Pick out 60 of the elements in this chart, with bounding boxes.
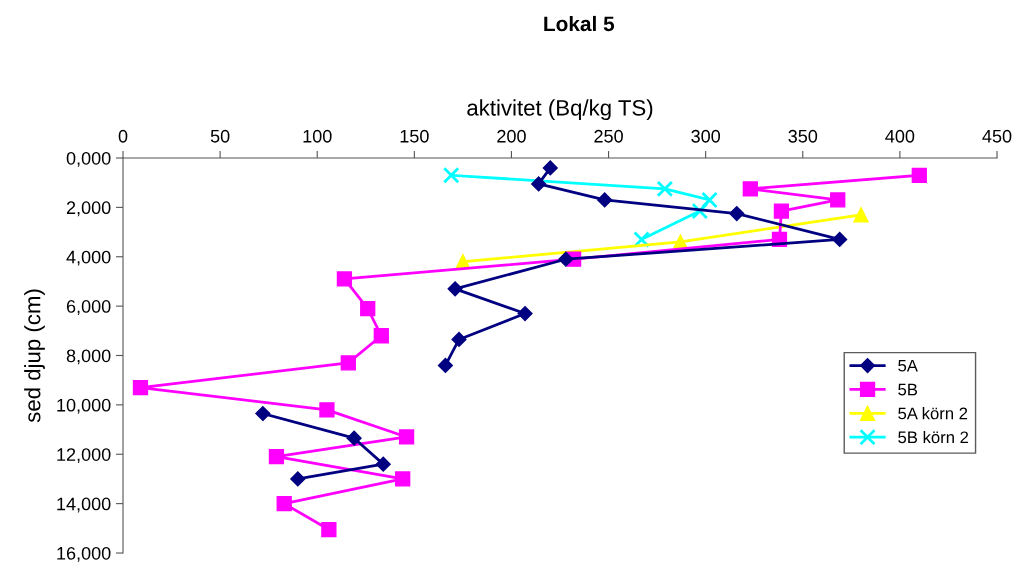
point bbox=[531, 176, 547, 192]
y-tick-label: 10,000 bbox=[57, 398, 111, 414]
x-tick-label: 50 bbox=[210, 129, 230, 143]
y-tick-label: 6,000 bbox=[66, 300, 111, 315]
point bbox=[830, 192, 846, 208]
point bbox=[729, 205, 745, 222]
y-tick-label: 14,000 bbox=[57, 497, 111, 513]
x-tick-label: 250 bbox=[594, 129, 623, 143]
point bbox=[375, 456, 391, 472]
point bbox=[346, 430, 362, 446]
point bbox=[336, 271, 353, 287]
x-tick-label: 200 bbox=[497, 129, 526, 143]
point bbox=[373, 328, 389, 344]
point bbox=[853, 207, 869, 223]
y-tick-label: 2,000 bbox=[66, 201, 111, 217]
legend-label: 5A körn 2 bbox=[898, 407, 968, 420]
x-tick-label: 150 bbox=[400, 129, 429, 143]
point bbox=[558, 251, 574, 267]
point bbox=[742, 181, 758, 197]
point bbox=[773, 203, 790, 219]
point bbox=[447, 281, 463, 297]
point bbox=[321, 521, 337, 538]
x-tick-label: 350 bbox=[788, 129, 818, 143]
point bbox=[451, 331, 467, 348]
chart-title: Lokal 5 bbox=[544, 15, 615, 32]
point bbox=[437, 357, 453, 373]
x-axis-title: aktivitet (Bq/kg TS) bbox=[467, 99, 653, 121]
point bbox=[442, 166, 460, 184]
x-tick-label: 400 bbox=[885, 129, 915, 143]
point bbox=[911, 167, 927, 183]
legend-label: 5A bbox=[898, 359, 918, 372]
point bbox=[255, 405, 271, 422]
point bbox=[340, 355, 356, 371]
legend-label: 5B bbox=[898, 383, 918, 396]
point bbox=[268, 449, 285, 465]
point bbox=[597, 192, 613, 208]
y-tick-label: 12,000 bbox=[57, 448, 111, 464]
point bbox=[132, 379, 149, 396]
y-tick-label: 0,000 bbox=[66, 151, 111, 167]
y-tick-label: 4,000 bbox=[66, 250, 111, 266]
point bbox=[701, 191, 718, 209]
point bbox=[832, 231, 848, 248]
point bbox=[276, 495, 292, 512]
point bbox=[360, 300, 376, 317]
y-tick-label: 8,000 bbox=[66, 349, 111, 365]
point bbox=[656, 180, 674, 198]
y-tick-label: 16,000 bbox=[57, 546, 111, 562]
x-tick-label: 450 bbox=[982, 129, 1012, 143]
point bbox=[319, 402, 335, 418]
legend-label: 5B körn 2 bbox=[898, 430, 969, 444]
point bbox=[395, 471, 411, 487]
point bbox=[398, 429, 415, 445]
point bbox=[633, 231, 650, 248]
point bbox=[290, 471, 306, 487]
point bbox=[517, 305, 533, 322]
point bbox=[542, 160, 558, 176]
x-tick-label: 100 bbox=[303, 129, 332, 143]
x-tick-label: 300 bbox=[691, 129, 721, 143]
x-tick-label: 0 bbox=[118, 129, 128, 143]
y-axis-title: sed djup (cm) bbox=[24, 289, 45, 423]
